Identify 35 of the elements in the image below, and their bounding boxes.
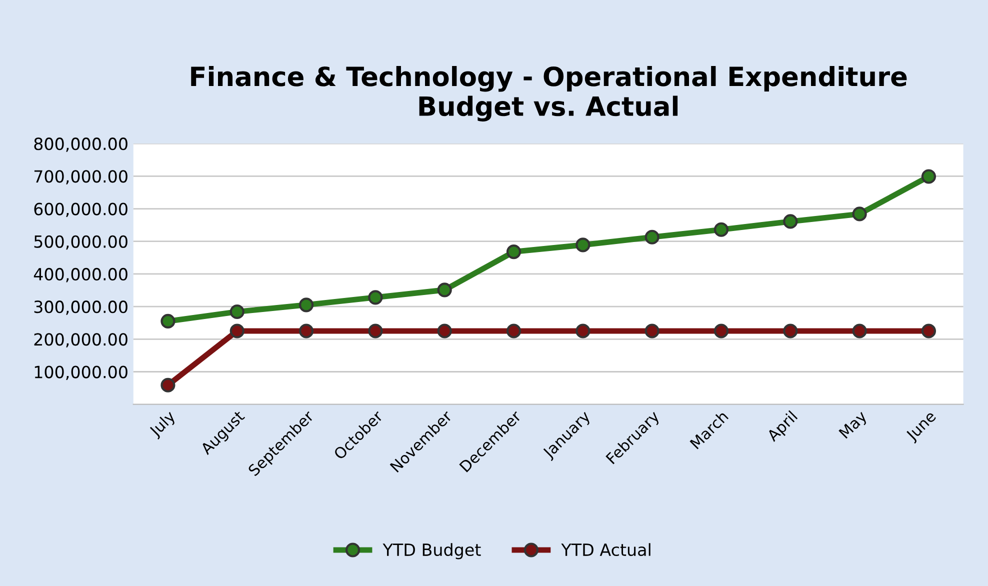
y-tick-label: 500,000.00 (34, 235, 128, 250)
point (576, 238, 590, 252)
point (160, 314, 176, 329)
y-tick-label: 200,000.00 (34, 333, 128, 348)
point (644, 324, 660, 338)
y-tick-label: 600,000.00 (34, 202, 128, 218)
point (368, 324, 383, 338)
y-tick-label: 800,000.00 (34, 138, 128, 152)
point (576, 324, 590, 338)
point (298, 324, 314, 338)
point (714, 222, 729, 237)
point (714, 324, 729, 338)
point (852, 206, 867, 222)
point (230, 324, 244, 338)
point (644, 230, 660, 244)
y-tick-label: 300,000.00 (34, 300, 128, 315)
chart-title: Finance & Technology - Operational Expenditure Budget vs. Actual (191, 66, 907, 122)
point (368, 290, 383, 305)
y-tick-label: 700,000.00 (34, 170, 128, 184)
legend-label: YTD Actual (561, 543, 650, 556)
point (783, 214, 798, 229)
point (506, 324, 522, 338)
point (852, 324, 867, 338)
point (160, 378, 176, 392)
y-tick-label: 100,000.00 (34, 366, 128, 380)
point (298, 298, 314, 312)
y-tick-label: 400,000.00 (34, 268, 128, 282)
point (921, 169, 936, 184)
point (437, 282, 452, 298)
point (921, 324, 936, 338)
point (783, 324, 798, 338)
point (230, 304, 244, 320)
point (506, 244, 522, 260)
legend-label: YTD Budget (382, 543, 481, 560)
point (437, 324, 452, 338)
